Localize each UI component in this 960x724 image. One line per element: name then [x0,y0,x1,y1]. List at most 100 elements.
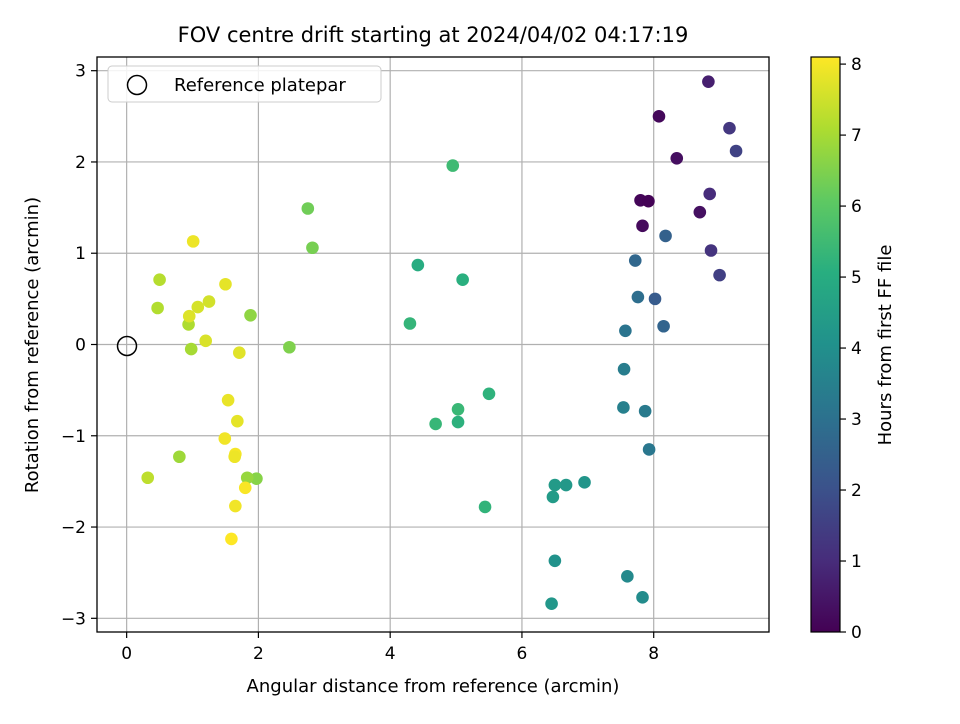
legend-box [107,65,382,103]
data-point [238,481,252,495]
data-point [151,301,164,315]
data-point [283,340,296,354]
data-point [199,334,213,348]
y-tick-label: 1 [75,244,86,264]
x-axis-ticks: 0 2 4 6 8 [121,632,659,664]
data-point [482,387,496,401]
data-point [704,244,718,257]
data-point [548,478,562,492]
legend: Reference platepar [107,65,382,103]
data-point [451,403,465,416]
data-point [228,450,241,464]
data-point [548,554,562,568]
colorbar-tick-label: 8 [851,55,862,75]
colorbar-tick-label: 5 [851,268,862,288]
data-point [659,229,672,243]
reference-platepar-marker [116,335,138,357]
colorbar-ticks: 0 1 2 3 4 5 6 7 8 [840,55,862,643]
y-tick-label: 3 [75,62,86,82]
data-point [301,202,315,215]
data-point [182,309,196,323]
colorbar-tick-label: 0 [851,623,862,643]
data-point [233,346,246,360]
data-point [184,342,198,356]
data-point [186,235,200,248]
data-point [451,415,465,429]
data-point [141,471,155,485]
x-tick-label: 8 [648,644,659,664]
data-point [546,490,560,504]
colorbar-tick-label: 2 [851,481,862,501]
data-point [173,450,186,464]
data-point [446,159,460,172]
x-tick-label: 4 [385,644,396,664]
data-point [153,273,166,286]
data-point [221,393,235,407]
data-point [648,292,662,306]
data-point [703,187,717,201]
colorbar-tick-label: 4 [851,339,862,359]
data-point [250,472,263,485]
y-tick-label: 0 [75,336,86,356]
data-point [619,324,632,338]
colorbar-label: Hours from first FF file [875,245,896,446]
data-point [478,500,492,514]
data-point [642,194,655,208]
x-tick-label: 0 [121,644,132,664]
data-point [306,241,319,255]
data-points [141,75,743,611]
data-point [617,362,631,376]
data-point [578,476,591,489]
y-tick-label: −3 [61,609,86,629]
data-point [403,317,417,330]
data-point [621,570,634,583]
data-point [202,295,216,308]
data-point [723,121,736,135]
data-point [456,273,469,286]
y-axis-label: Rotation from reference (arcmin) [22,197,43,493]
data-point [429,417,442,431]
colorbar-tick-label: 7 [851,126,862,146]
y-axis-ticks: −3 −2 −1 0 1 2 3 [61,62,97,629]
data-point [636,591,649,604]
y-tick-label: 2 [75,153,86,173]
data-point [638,404,652,418]
data-point [559,478,573,492]
data-point [631,290,645,304]
data-point [225,532,238,546]
data-point [657,319,670,333]
grid [97,57,769,632]
data-point [191,300,205,314]
data-point [702,75,715,88]
data-point [219,277,232,291]
data-point [642,443,656,456]
data-point [229,499,242,513]
data-point [670,152,684,165]
x-axis-label: Angular distance from reference (arcmin) [247,676,620,697]
data-point [218,432,232,445]
data-point [545,597,558,611]
data-point [244,308,257,322]
data-point [713,268,726,282]
legend-marker-icon [126,74,148,96]
legend-entry-label: Reference platepar [174,75,346,96]
colorbar: 0 1 2 3 4 5 6 7 8 Hours from first FF file [810,55,896,643]
chart-title: FOV centre drift starting at 2024/04/02 … [178,23,689,47]
data-point [411,258,425,272]
data-point [636,219,649,233]
y-tick-label: −2 [61,518,86,538]
colorbar-tick-label: 6 [851,197,862,217]
data-point [240,471,254,485]
colorbar-tick-label: 3 [851,410,862,430]
data-point [617,401,630,414]
x-tick-label: 6 [517,644,528,664]
data-point [652,110,666,123]
x-tick-label: 2 [253,644,264,664]
data-point [729,144,743,158]
data-point [231,414,244,428]
colorbar-gradient [810,56,841,633]
y-tick-label: −1 [61,427,86,447]
colorbar-tick-label: 1 [851,552,862,572]
